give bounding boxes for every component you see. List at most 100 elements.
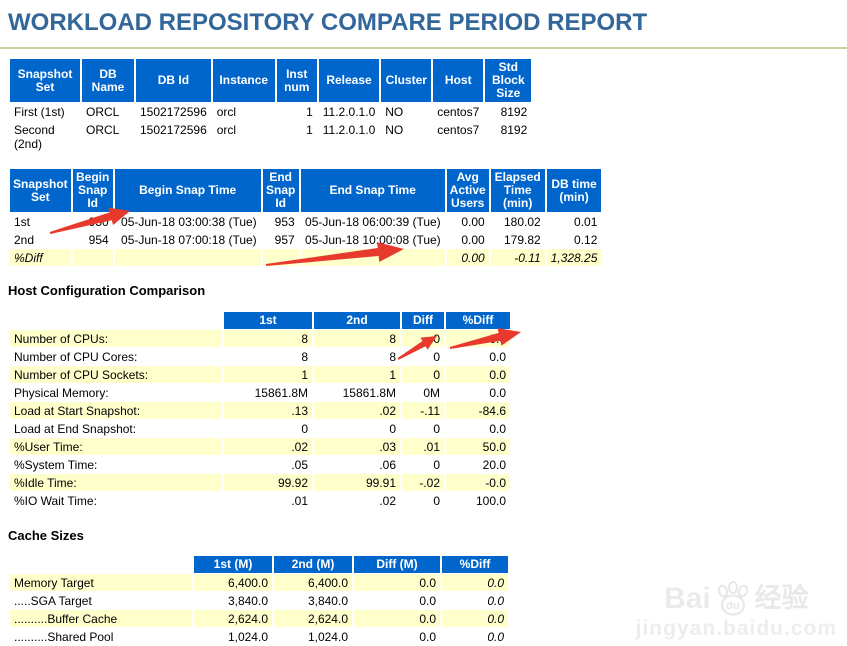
cell xyxy=(262,249,299,266)
cell: 1,328.25 xyxy=(546,249,602,266)
cell xyxy=(72,249,113,266)
cell: 1502172596 xyxy=(140,105,207,119)
row-label: %User Time: xyxy=(10,438,222,455)
pct-diff-row: %Diff 0.00 -0.11 1,328.25 xyxy=(10,249,602,266)
cell: 0 xyxy=(389,422,396,436)
cell: 6,400.0 xyxy=(194,574,272,591)
cell: 0 xyxy=(402,366,444,383)
page-title: WORKLOAD REPOSITORY COMPARE PERIOD REPOR… xyxy=(0,0,847,49)
cell: 20.0 xyxy=(482,458,506,472)
cell: %Diff xyxy=(10,249,71,266)
cell: 2,624.0 xyxy=(274,610,352,627)
col-header: Elapsed Time (min) xyxy=(490,169,545,212)
cell: 0.00 xyxy=(461,233,485,247)
table-row: Second (2nd) ORCL 1502172596 orcl 1 11.2… xyxy=(10,121,531,152)
cell: 3,840.0 xyxy=(307,594,348,608)
cell: 2nd xyxy=(14,233,35,247)
col-header: 1st xyxy=(224,312,312,329)
cell: 0 xyxy=(433,458,440,472)
cell: 0.0 xyxy=(487,630,504,644)
cell: 0.0 xyxy=(487,594,504,608)
cell: 0 xyxy=(433,422,440,436)
col-header: Begin Snap Time xyxy=(114,169,261,212)
cell: 8192 xyxy=(500,123,528,137)
row-label: Load at Start Snapshot: xyxy=(10,402,222,419)
cell: 1 xyxy=(306,105,313,119)
table-row: %IO Wait Time: .01 .02 0 100.0 xyxy=(10,492,510,509)
cell: .13 xyxy=(224,402,312,419)
col-header: End Snap Time xyxy=(300,169,445,212)
cell: -84.6 xyxy=(446,402,510,419)
cell: 954 xyxy=(88,233,109,247)
col-header: Diff xyxy=(402,312,444,329)
table-row: Number of CPU Cores: 8 8 0 0.0 xyxy=(10,348,510,365)
cell: 0.00 xyxy=(446,249,489,266)
cell: 99.91 xyxy=(314,474,400,491)
table-row: 2nd 954 05-Jun-18 07:00:18 (Tue) 957 05-… xyxy=(10,231,601,248)
row-label: Number of CPU Cores: xyxy=(14,350,138,364)
table-row: Physical Memory: 15861.8M 15861.8M 0M 0.… xyxy=(10,384,510,401)
cell: 0.12 xyxy=(574,233,598,247)
col-header: Begin Snap Id xyxy=(72,169,113,212)
cell: 3,840.0 xyxy=(227,594,268,608)
cell: 100.0 xyxy=(475,494,506,508)
cell: ORCL xyxy=(86,105,120,119)
table-row: %Idle Time: 99.92 99.91 -.02 -0.0 xyxy=(10,474,510,491)
cell: 1502172596 xyxy=(140,123,207,137)
cell: .06 xyxy=(379,458,396,472)
cell: .03 xyxy=(314,438,400,455)
table-row: 1st 950 05-Jun-18 03:00:38 (Tue) 953 05-… xyxy=(10,213,601,230)
table-row: ..........Buffer Cache 2,624.0 2,624.0 0… xyxy=(10,610,508,627)
col-header: Inst num xyxy=(276,59,317,102)
table-row: .....SGA Target 3,840.0 3,840.0 0.0 0.0 xyxy=(10,592,508,609)
cell: .02 xyxy=(224,438,312,455)
row-label: Number of CPUs: xyxy=(10,330,222,347)
col-header: Diff (M) xyxy=(354,556,440,573)
cell: 1 xyxy=(314,366,400,383)
cell: .01 xyxy=(402,438,444,455)
table-row: %System Time: .05 .06 0 20.0 xyxy=(10,456,510,473)
cell: 179.82 xyxy=(503,233,541,247)
table-row: Load at Start Snapshot: .13 .02 -.11 -84… xyxy=(10,402,510,419)
cell: NO xyxy=(385,105,404,119)
row-label: .....SGA Target xyxy=(14,594,92,608)
cell: 05-Jun-18 03:00:38 (Tue) xyxy=(121,215,257,229)
cell: 953 xyxy=(274,215,295,229)
col-header: Host xyxy=(433,59,484,102)
watermark-url: jingyan.baidu.com xyxy=(635,616,837,640)
cell: 0.0 xyxy=(489,350,506,364)
cell: ORCL xyxy=(86,123,120,137)
table-header-row: 1st (M) 2nd (M) Diff (M) %Diff xyxy=(10,556,508,573)
cell: 05-Jun-18 07:00:18 (Tue) xyxy=(121,233,257,247)
corner-cell xyxy=(10,556,192,573)
col-header: Release xyxy=(318,59,380,102)
col-header: Snapshot Set xyxy=(10,169,71,212)
cache-sizes-table: 1st (M) 2nd (M) Diff (M) %Diff Memory Ta… xyxy=(8,555,510,646)
host-config-heading: Host Configuration Comparison xyxy=(8,283,206,298)
cell: orcl xyxy=(216,123,237,137)
corner-cell xyxy=(10,312,222,329)
row-label: %Idle Time: xyxy=(10,474,222,491)
watermark-suffix: 经验 xyxy=(754,583,809,614)
baidu-paw-icon: du xyxy=(717,580,748,616)
host-config-table: 1st 2nd Diff %Diff Number of CPUs: 8 8 0… xyxy=(8,311,512,510)
cell: 957 xyxy=(274,233,295,247)
cell: 0.0 xyxy=(489,386,506,400)
cell: 8 xyxy=(389,350,396,364)
cell: 6,400.0 xyxy=(274,574,352,591)
cell: .02 xyxy=(379,494,396,508)
cell: .02 xyxy=(314,402,400,419)
cell: 0 xyxy=(402,330,444,347)
table-header-row: Snapshot Set Begin Snap Id Begin Snap Ti… xyxy=(10,169,602,212)
cell: 0 xyxy=(301,422,308,436)
col-header: DB Name xyxy=(82,59,134,102)
table-row: ..........Shared Pool 1,024.0 1,024.0 0.… xyxy=(10,628,508,645)
cell: Second (2nd) xyxy=(14,123,55,151)
table-row: Number of CPU Sockets: 1 1 0 0.0 xyxy=(10,366,510,383)
cell: 0 xyxy=(433,494,440,508)
col-header: 2nd (M) xyxy=(274,556,352,573)
cell: 1st xyxy=(14,215,31,229)
col-header: Std Block Size xyxy=(485,59,532,102)
cell: 8 xyxy=(314,330,400,347)
cache-sizes-heading: Cache Sizes xyxy=(8,528,84,543)
